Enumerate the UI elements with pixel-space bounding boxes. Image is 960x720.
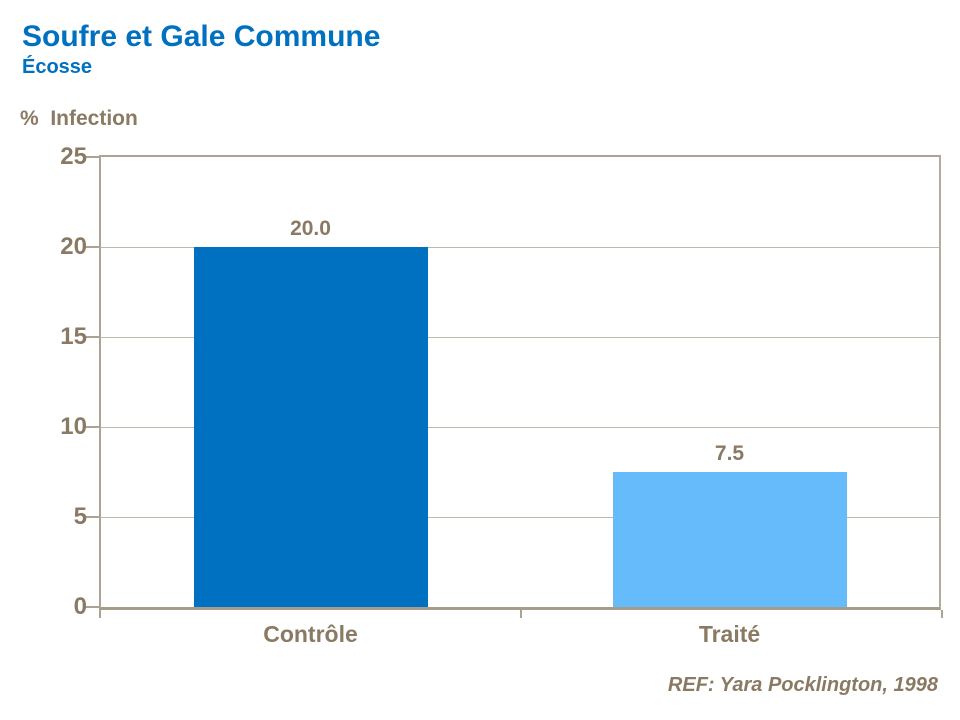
y-axis-tick-label-25: 25 <box>60 143 87 170</box>
y-axis-title: % Infection <box>20 107 138 130</box>
plot-area: 20.0 7.5 <box>99 155 941 610</box>
x-category-label-contrôle: Contrôle <box>263 621 358 647</box>
x-category-label-traité: Traité <box>698 621 761 647</box>
y-axis-tick-label-5: 5 <box>73 503 87 530</box>
bar-value-label-contrôle: 20.0 <box>290 217 331 240</box>
reference-text: REF: Yara Pocklington, 1998 <box>667 674 938 696</box>
y-tick-mark-25 <box>85 156 99 158</box>
gridline-20 <box>101 246 939 248</box>
x-tick-mark-0 <box>99 610 101 618</box>
y-axis-tick-label-0: 0 <box>73 593 87 620</box>
x-tick-mark-1 <box>520 610 522 618</box>
gridline-5 <box>101 516 939 518</box>
chart-title: Soufre et Gale Commune <box>22 20 381 53</box>
gridline-10 <box>101 426 939 428</box>
y-axis-tick-label-15: 15 <box>60 323 87 350</box>
y-tick-mark-15 <box>85 336 99 338</box>
chart-subtitle: Écosse <box>22 56 93 78</box>
gridline-15 <box>101 336 939 338</box>
bar-contrôle <box>193 247 428 607</box>
y-tick-mark-5 <box>85 516 99 518</box>
y-tick-mark-20 <box>85 246 99 248</box>
bar-value-label-traité: 7.5 <box>714 442 745 465</box>
y-axis-tick-label-20: 20 <box>60 233 87 260</box>
y-axis-tick-label-10: 10 <box>60 413 87 440</box>
bar-traité <box>612 472 847 607</box>
x-tick-mark-2 <box>941 610 943 618</box>
y-tick-mark-10 <box>85 426 99 428</box>
y-tick-mark-0 <box>85 606 99 608</box>
